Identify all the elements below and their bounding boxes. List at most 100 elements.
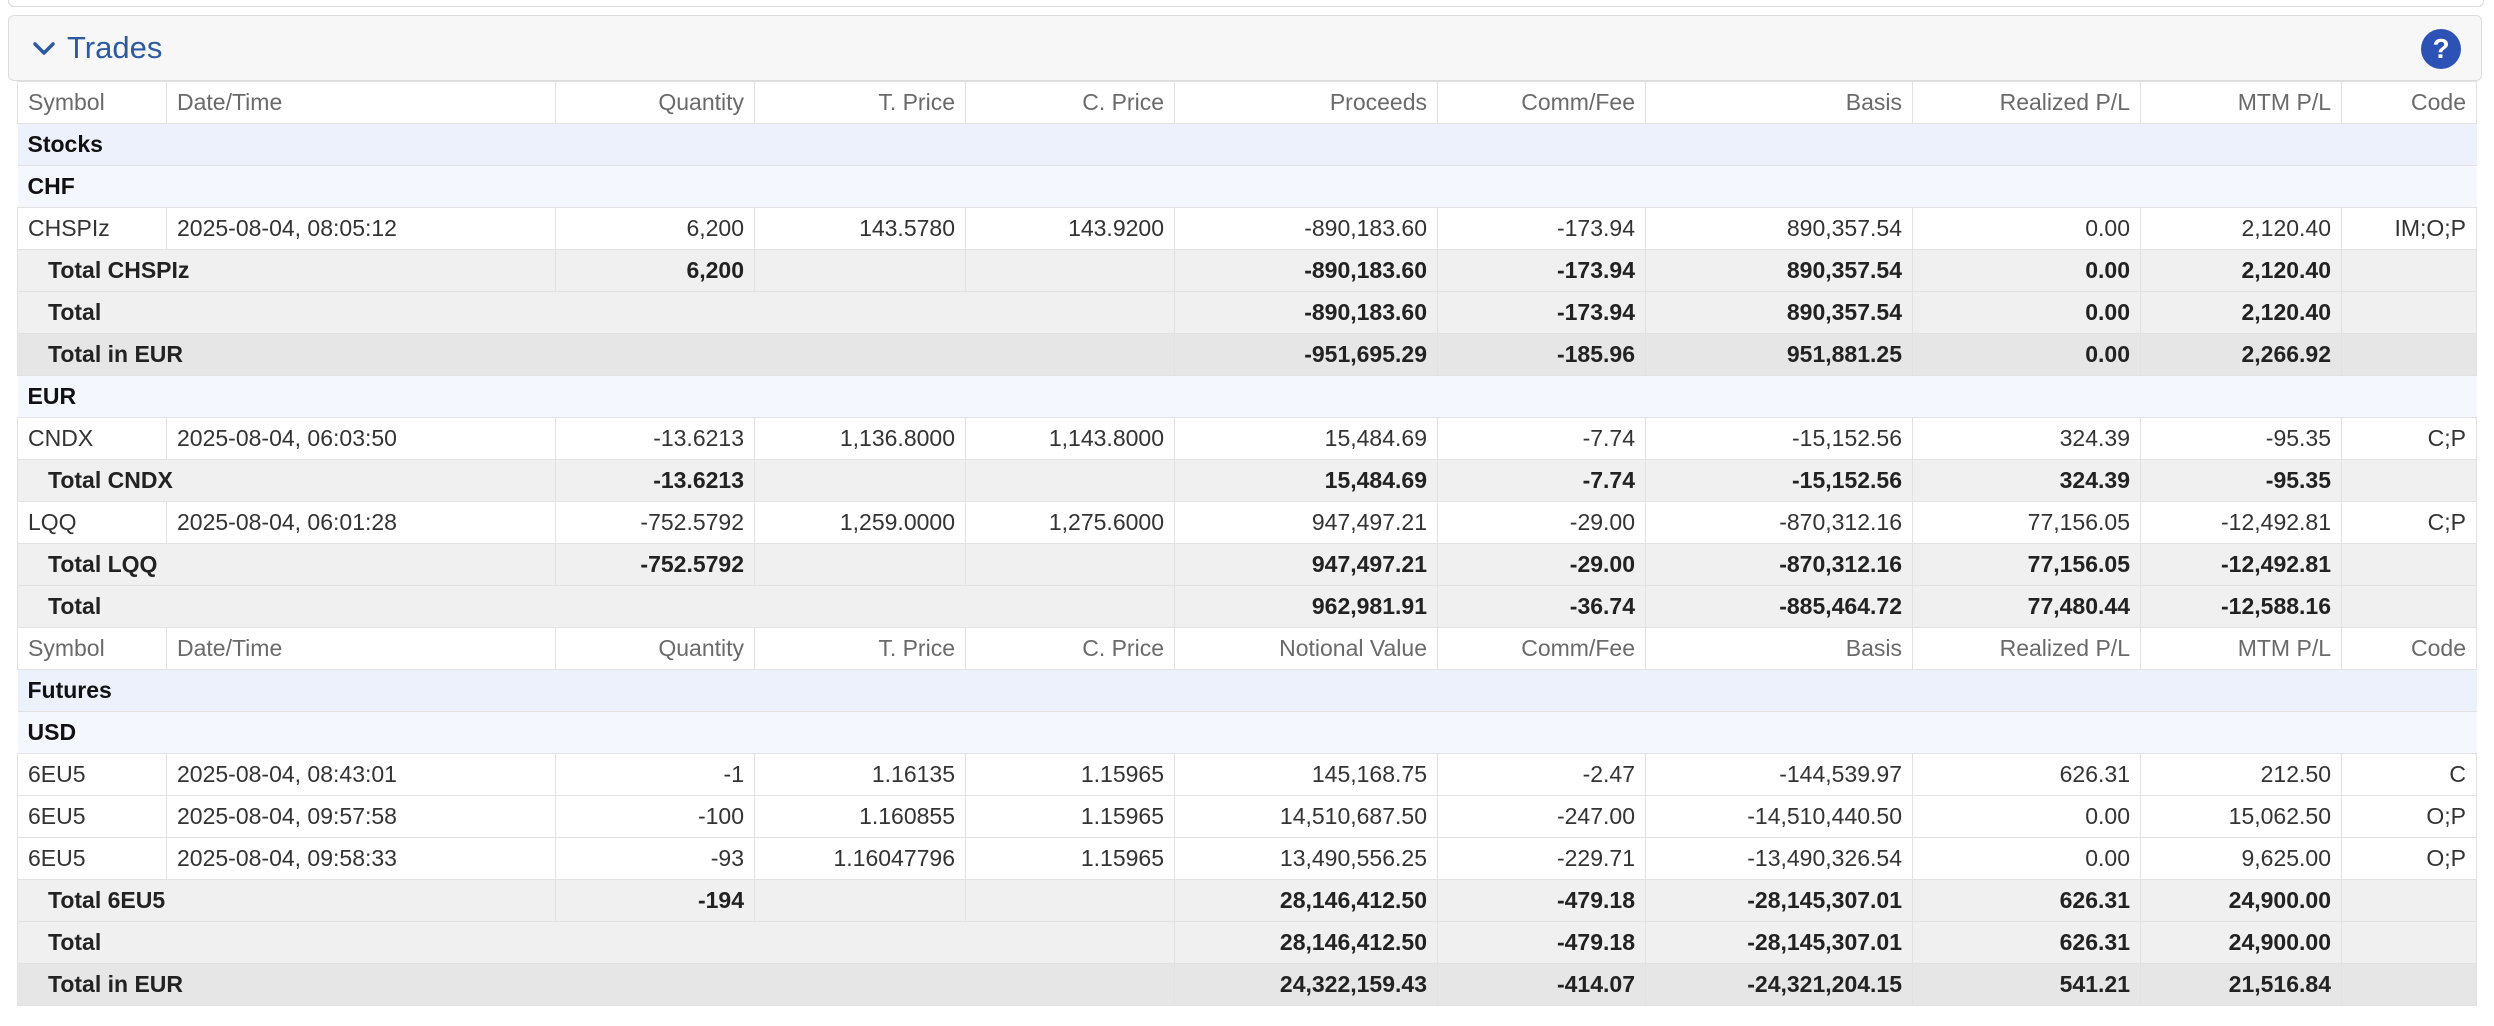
header-basis[interactable]: Basis: [1645, 627, 1913, 670]
header-quantity[interactable]: Quantity: [555, 627, 755, 670]
header-proceeds[interactable]: Proceeds: [1174, 81, 1438, 124]
total-mtm-pl: 2,120.40: [2140, 249, 2342, 292]
header-comm-fee[interactable]: Comm/Fee: [1437, 81, 1646, 124]
total-comm-fee: -29.00: [1437, 543, 1646, 586]
total-proceeds: 947,497.21: [1174, 543, 1438, 586]
header-symbol[interactable]: Symbol: [17, 627, 167, 670]
total-basis: -24,321,204.15: [1645, 963, 1913, 1006]
header-realized-pl[interactable]: Realized P/L: [1912, 81, 2141, 124]
total-basis: 890,357.54: [1645, 249, 1913, 292]
total-basis: -870,312.16: [1645, 543, 1913, 586]
currency-total-row: Total 962,981.91 -36.74 -885,464.72 77,4…: [17, 585, 2477, 628]
header-datetime[interactable]: Date/Time: [166, 81, 556, 124]
total-proceeds: -890,183.60: [1174, 249, 1438, 292]
total-realized-pl: 77,480.44: [1912, 585, 2141, 628]
cell-symbol: CNDX: [17, 417, 167, 460]
total-proceeds: -890,183.60: [1174, 291, 1438, 334]
header-t-price[interactable]: T. Price: [754, 627, 966, 670]
cell-quantity: -13.6213: [555, 417, 755, 460]
currency-label: CHF: [17, 165, 2477, 208]
header-realized-pl[interactable]: Realized P/L: [1912, 627, 2141, 670]
cell-t-price: 1.160855: [754, 795, 966, 838]
total-mtm-pl: 24,900.00: [2140, 921, 2342, 964]
header-mtm-pl[interactable]: MTM P/L: [2140, 627, 2342, 670]
cell-mtm-pl: 2,120.40: [2140, 207, 2342, 250]
cell-basis: -144,539.97: [1645, 753, 1913, 796]
symbol-total-row: Total 6EU5 -194 28,146,412.50 -479.18 -2…: [17, 879, 2477, 922]
section-row-futures: Futures: [17, 669, 2477, 712]
cell-mtm-pl: -95.35: [2140, 417, 2342, 460]
total-label: Total: [17, 921, 1175, 964]
cell-notional-value: 14,510,687.50: [1174, 795, 1438, 838]
total-mtm-pl: -12,588.16: [2140, 585, 2342, 628]
currency-label: USD: [17, 711, 2477, 754]
header-datetime[interactable]: Date/Time: [166, 627, 556, 670]
total-mtm-pl: 21,516.84: [2140, 963, 2342, 1006]
symbol-total-row: Total LQQ -752.5792 947,497.21 -29.00 -8…: [17, 543, 2477, 586]
symbol-total-row: Total CHSPIz 6,200 -890,183.60 -173.94 8…: [17, 249, 2477, 292]
total-mtm-pl: -95.35: [2140, 459, 2342, 502]
cell-t-price: 1.16135: [754, 753, 966, 796]
futures-header-row: Symbol Date/Time Quantity T. Price C. Pr…: [17, 627, 2477, 670]
total-basis: -28,145,307.01: [1645, 879, 1913, 922]
header-c-price[interactable]: C. Price: [965, 627, 1175, 670]
section-label: Futures: [17, 669, 2477, 712]
cell-c-price: 1.15965: [965, 753, 1175, 796]
header-c-price[interactable]: C. Price: [965, 81, 1175, 124]
cell-t-price: 143.5780: [754, 207, 966, 250]
cell-c-price: 143.9200: [965, 207, 1175, 250]
total-basis: 951,881.25: [1645, 333, 1913, 376]
header-basis[interactable]: Basis: [1645, 81, 1913, 124]
total-label: Total 6EU5: [17, 879, 556, 922]
cell-realized-pl: 0.00: [1912, 795, 2141, 838]
panel-title: Trades: [67, 30, 163, 65]
total-label: Total CNDX: [17, 459, 556, 502]
currency-total-row: Total 28,146,412.50 -479.18 -28,145,307.…: [17, 921, 2477, 964]
total-comm-fee: -479.18: [1437, 921, 1646, 964]
header-comm-fee[interactable]: Comm/Fee: [1437, 627, 1646, 670]
total-realized-pl: 626.31: [1912, 921, 2141, 964]
header-code[interactable]: Code: [2341, 627, 2477, 670]
table-row: CNDX 2025-08-04, 06:03:50 -13.6213 1,136…: [17, 417, 2477, 460]
cell-quantity: -1: [555, 753, 755, 796]
currency-row-chf: CHF: [17, 165, 2477, 208]
currency-total-row: Total -890,183.60 -173.94 890,357.54 0.0…: [17, 291, 2477, 334]
symbol-total-row: Total CNDX -13.6213 15,484.69 -7.74 -15,…: [17, 459, 2477, 502]
total-comm-fee: -414.07: [1437, 963, 1646, 1006]
cell-realized-pl: 0.00: [1912, 207, 2141, 250]
cell-datetime: 2025-08-04, 06:03:50: [166, 417, 556, 460]
cell-comm-fee: -7.74: [1437, 417, 1646, 460]
cell-datetime: 2025-08-04, 08:43:01: [166, 753, 556, 796]
total-comm-fee: -479.18: [1437, 879, 1646, 922]
cell-symbol: LQQ: [17, 501, 167, 544]
total-label: Total in EUR: [17, 963, 1175, 1006]
cell-basis: -15,152.56: [1645, 417, 1913, 460]
cell-realized-pl: 0.00: [1912, 837, 2141, 880]
total-basis: -885,464.72: [1645, 585, 1913, 628]
header-t-price[interactable]: T. Price: [754, 81, 966, 124]
cell-basis: -13,490,326.54: [1645, 837, 1913, 880]
header-quantity[interactable]: Quantity: [555, 81, 755, 124]
total-mtm-pl: 24,900.00: [2140, 879, 2342, 922]
header-mtm-pl[interactable]: MTM P/L: [2140, 81, 2342, 124]
header-symbol[interactable]: Symbol: [17, 81, 167, 124]
cell-symbol: CHSPIz: [17, 207, 167, 250]
total-comm-fee: -185.96: [1437, 333, 1646, 376]
chevron-down-icon[interactable]: [31, 38, 57, 58]
total-proceeds: -951,695.29: [1174, 333, 1438, 376]
total-proceeds: 962,981.91: [1174, 585, 1438, 628]
total-quantity: 6,200: [555, 249, 755, 292]
header-code[interactable]: Code: [2341, 81, 2477, 124]
total-notional-value: 24,322,159.43: [1174, 963, 1438, 1006]
total-label: Total CHSPIz: [17, 249, 556, 292]
total-basis: -15,152.56: [1645, 459, 1913, 502]
cell-comm-fee: -229.71: [1437, 837, 1646, 880]
header-notional-value[interactable]: Notional Value: [1174, 627, 1438, 670]
help-button[interactable]: ?: [2421, 29, 2461, 69]
cell-t-price: 1.16047796: [754, 837, 966, 880]
table-row: 6EU5 2025-08-04, 08:43:01 -1 1.16135 1.1…: [17, 753, 2477, 796]
total-label: Total: [17, 585, 1175, 628]
trades-panel-header[interactable]: Trades ?: [8, 15, 2482, 81]
cell-mtm-pl: 9,625.00: [2140, 837, 2342, 880]
table-row: LQQ 2025-08-04, 06:01:28 -752.5792 1,259…: [17, 501, 2477, 544]
